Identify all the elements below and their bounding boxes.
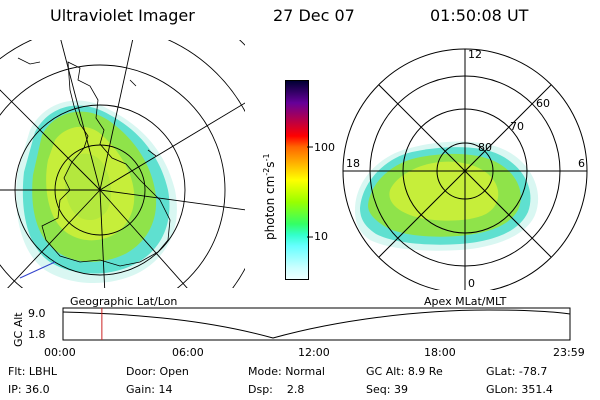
- instrument-title: Ultraviolet Imager: [50, 6, 195, 25]
- filter-info: Flt: LBHL: [8, 365, 57, 378]
- mlt-label-6: 6: [578, 157, 585, 170]
- mode-info: Mode: Normal: [248, 365, 325, 378]
- geographic-map: [0, 40, 245, 288]
- altitude-curve: [62, 309, 571, 339]
- mlat-label-80: 80: [478, 141, 492, 154]
- mlt-label-0: 0: [468, 277, 475, 290]
- time-label: 01:50:08 UT: [430, 6, 529, 25]
- geo-aurora-core: [64, 153, 112, 221]
- xtick-0000: 00:00: [44, 346, 76, 359]
- geo-panel-label: Geographic Lat/Lon: [70, 295, 178, 308]
- colorbar: [285, 80, 309, 280]
- altitude-ytick-9: 9.0: [28, 307, 46, 320]
- xtick-1800: 18:00: [424, 346, 456, 359]
- door-info: Door: Open: [126, 365, 189, 378]
- gain-info: Gain: 14: [126, 383, 173, 396]
- colorbar-unit-label: photon cm-2s-1: [262, 153, 277, 240]
- mlt-label-12: 12: [468, 48, 482, 61]
- altitude-plot: [62, 307, 571, 341]
- glon-info: GLon: 351.4: [486, 383, 553, 396]
- mag-panel-label: Apex MLat/MLT: [424, 295, 507, 308]
- seq-info: Seq: 39: [366, 383, 408, 396]
- ip-info: IP: 36.0: [8, 383, 50, 396]
- coastline: [41, 61, 171, 267]
- xtick-2359: 23:59: [553, 346, 585, 359]
- glat-info: GLat: -78.7: [486, 365, 548, 378]
- xtick-0600: 06:00: [172, 346, 204, 359]
- colorbar-tick-100: 100: [314, 141, 335, 154]
- gc-alt-info: GC Alt: 8.9 Re: [366, 365, 443, 378]
- colorbar-tick-10: 10: [314, 230, 328, 243]
- xtick-1200: 12:00: [298, 346, 330, 359]
- mlt-label-18: 18: [346, 157, 360, 170]
- mlat-label-70: 70: [510, 120, 524, 133]
- magnetic-map: [342, 48, 588, 290]
- altitude-ylabel: GC Alt: [12, 312, 25, 347]
- dsp-info: Dsp: 2.8: [248, 383, 305, 396]
- date-label: 27 Dec 07: [273, 6, 355, 25]
- colorbar-ticks: [307, 146, 313, 238]
- altitude-ytick-1-8: 1.8: [28, 328, 46, 341]
- mlat-label-60: 60: [536, 97, 550, 110]
